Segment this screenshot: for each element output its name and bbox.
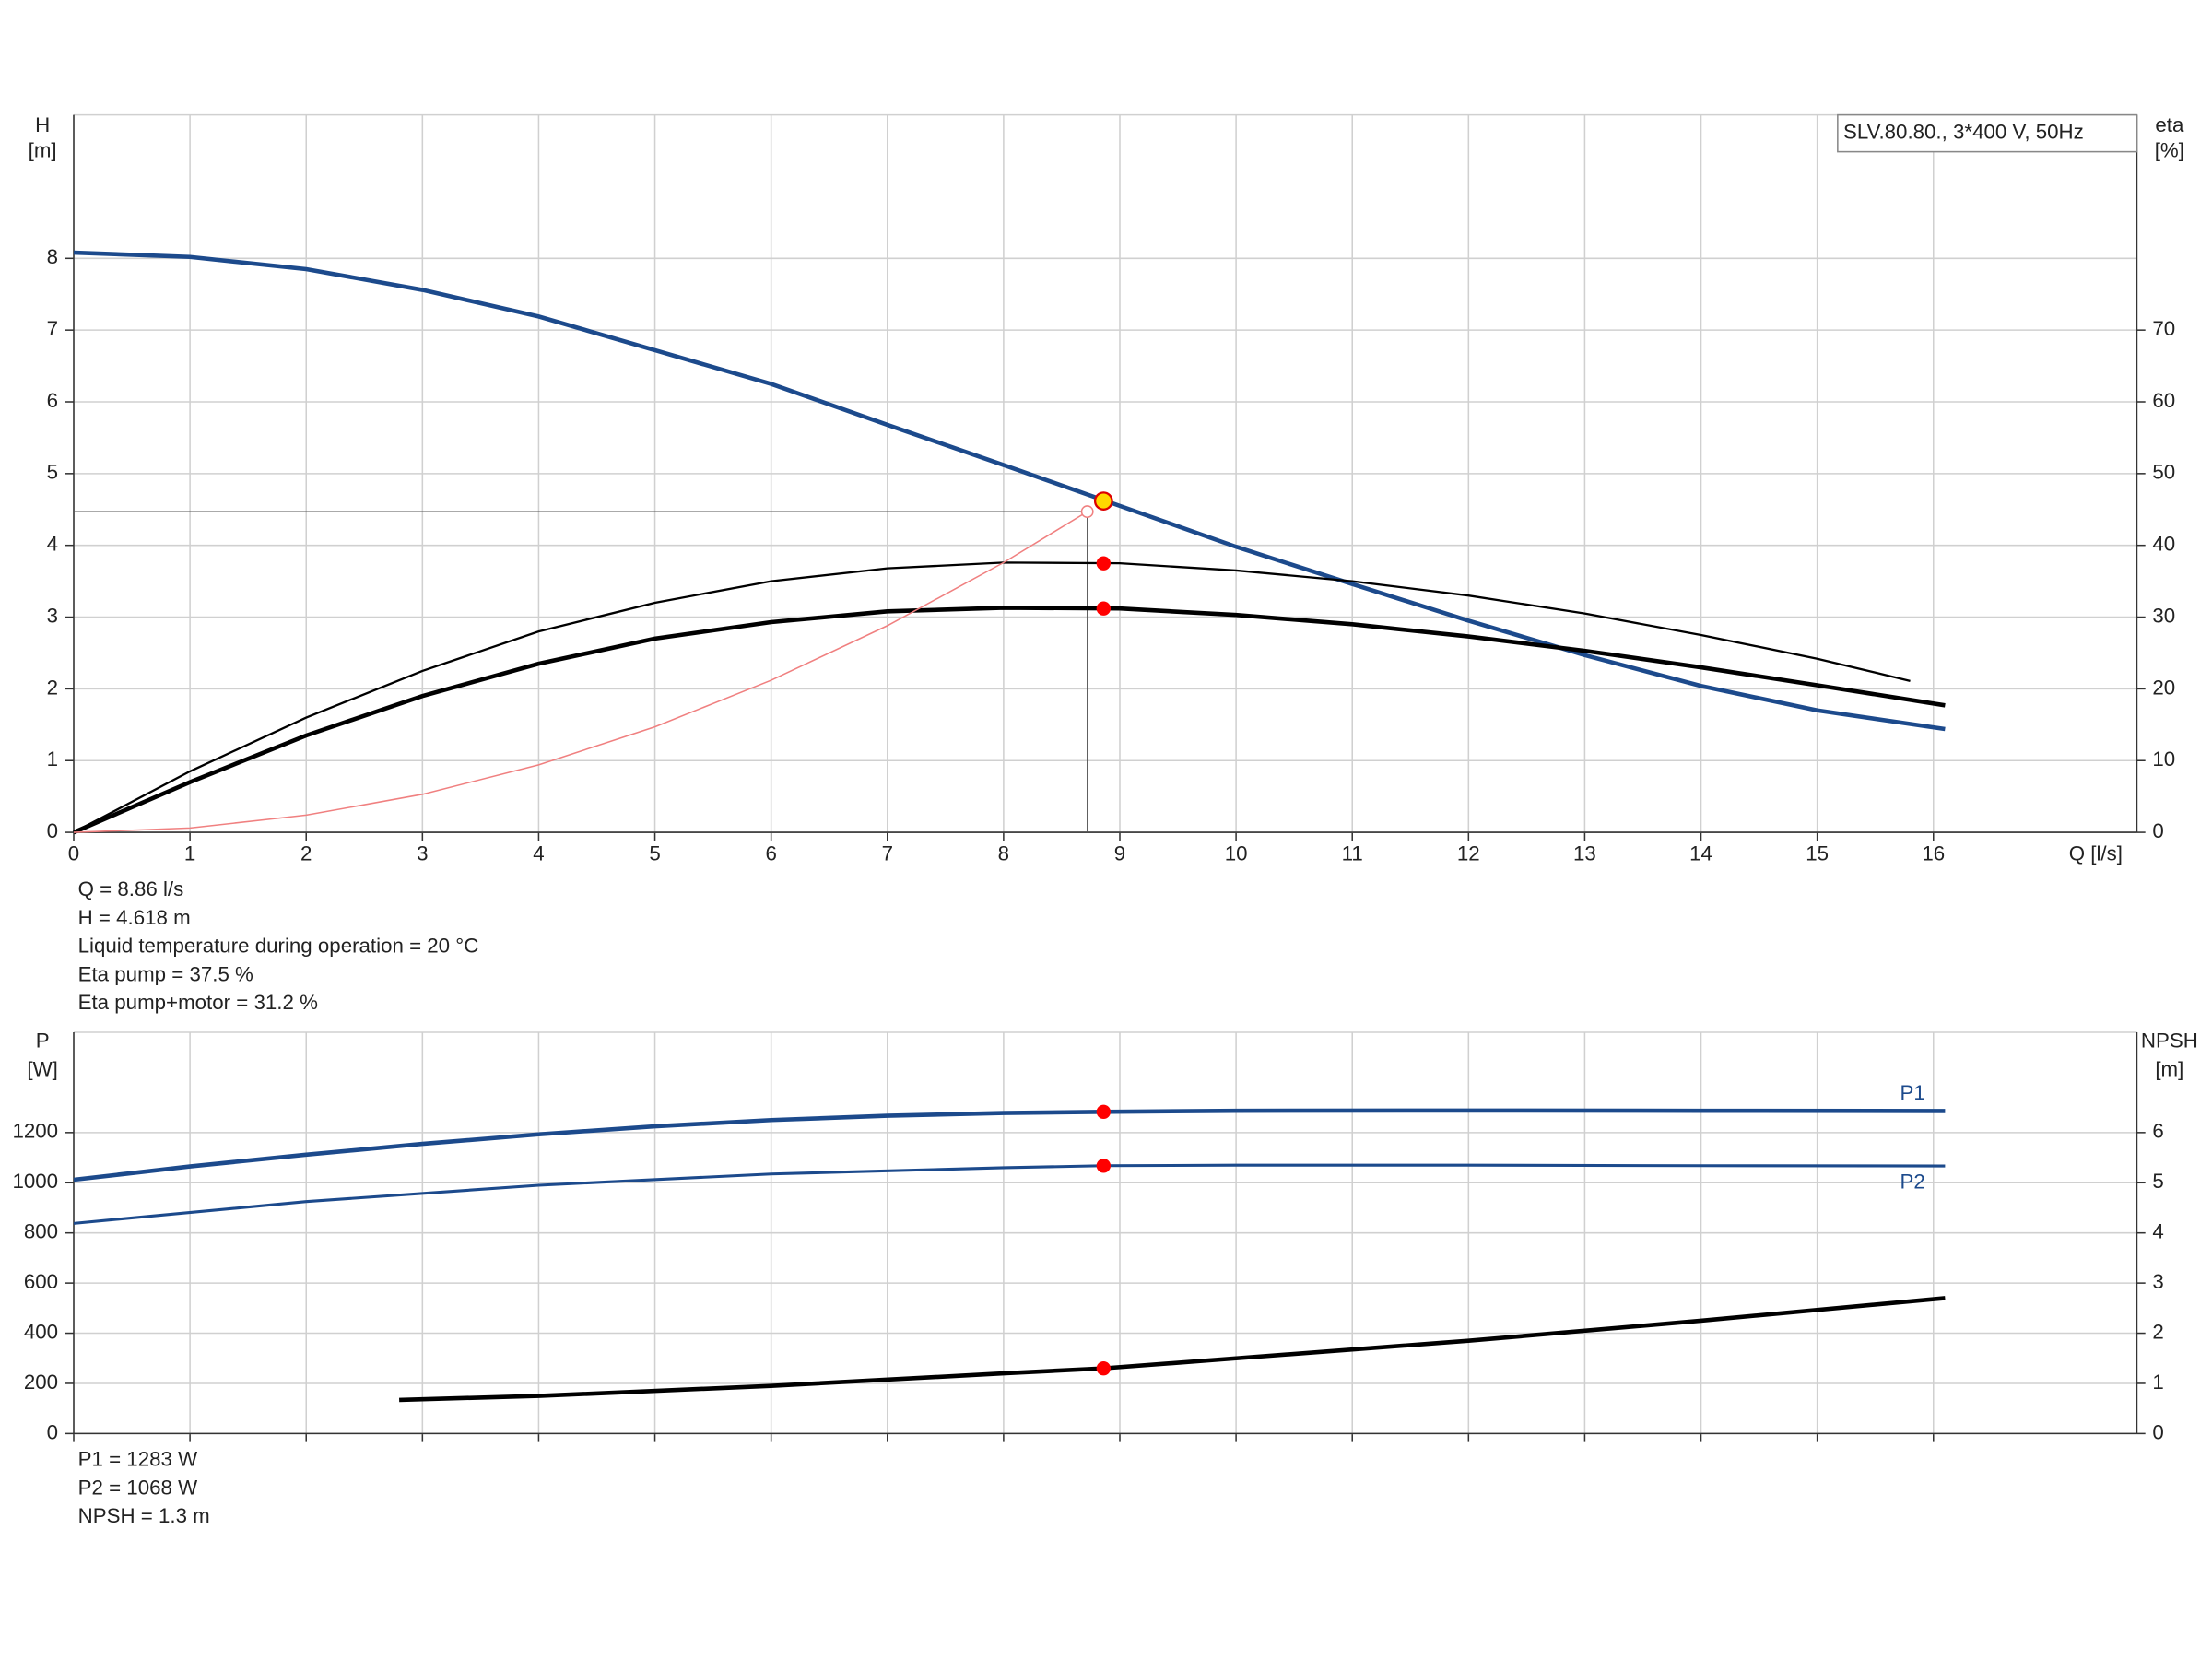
annotation: P2 = 1068 W: [78, 1476, 198, 1499]
series-label: P1: [1900, 1081, 1925, 1104]
y2-tick-label: 60: [2152, 389, 2175, 412]
series-label: P2: [1900, 1170, 1925, 1193]
legend-box: [1837, 113, 2138, 153]
y-tick-label: 600: [24, 1270, 58, 1293]
y-axis-label: [m]: [29, 139, 57, 162]
y2-axis-label: eta: [2155, 113, 2184, 136]
series-line: [73, 511, 1088, 833]
y2-tick-label: 1: [2152, 1371, 2163, 1394]
annotation: P1 = 1283 W: [78, 1448, 198, 1471]
x-tick-label: 12: [1457, 842, 1480, 865]
x-tick-label: 13: [1573, 842, 1596, 865]
y2-tick-label: 3: [2152, 1270, 2163, 1293]
x-tick-label: 0: [68, 842, 79, 865]
x-tick-label: 4: [533, 842, 544, 865]
y-tick-label: 8: [47, 245, 58, 268]
annotation: Q = 8.86 l/s: [78, 877, 184, 900]
duty-point: [1093, 491, 1113, 511]
duty-point: [1096, 556, 1112, 571]
duty-point: [1096, 601, 1112, 616]
y2-axis-label: NPSH: [2141, 1030, 2198, 1053]
duty-point: [1096, 1104, 1112, 1119]
x-tick-label: 1: [184, 842, 195, 865]
x-axis-label: Q [l/s]: [2069, 842, 2123, 865]
x-tick-label: 16: [1922, 842, 1945, 865]
y2-tick-label: 50: [2152, 461, 2175, 484]
x-tick-label: 2: [300, 842, 312, 865]
x-tick-label: 5: [649, 842, 660, 865]
y2-tick-label: 0: [2152, 1420, 2163, 1443]
y-tick-label: 3: [47, 604, 58, 627]
legend-text: SLV.80.80., 3*400 V, 50Hz: [1843, 121, 2084, 144]
duty-point: [1096, 1159, 1112, 1173]
y-tick-label: 800: [24, 1220, 58, 1243]
y-axis-label: H: [35, 113, 50, 136]
x-tick-label: 11: [1342, 842, 1363, 865]
annotation: NPSH = 1.3 m: [78, 1504, 210, 1527]
x-tick-label: 6: [765, 842, 776, 865]
reference-point: [1080, 505, 1094, 519]
x-tick-label: 7: [882, 842, 893, 865]
series-line: [73, 606, 1946, 835]
y-tick-label: 1200: [12, 1120, 58, 1143]
x-tick-label: 9: [1114, 842, 1125, 865]
y2-tick-label: 70: [2152, 317, 2175, 340]
y-tick-label: 200: [24, 1371, 58, 1394]
y-tick-label: 0: [47, 819, 58, 842]
annotation: H = 4.618 m: [78, 906, 191, 929]
y2-tick-label: 4: [2152, 1220, 2163, 1243]
y2-tick-label: 10: [2152, 747, 2175, 771]
y2-axis-label: [%]: [2155, 139, 2184, 162]
y2-tick-label: 30: [2152, 604, 2175, 627]
x-tick-label: 14: [1689, 842, 1712, 865]
y2-tick-label: 2: [2152, 1320, 2163, 1343]
x-tick-label: 3: [417, 842, 428, 865]
y-tick-label: 4: [47, 533, 58, 556]
y-axis-label: P: [36, 1030, 50, 1053]
y-tick-label: 2: [47, 676, 58, 699]
annotation: Liquid temperature during operation = 20…: [78, 935, 479, 958]
annotation: Eta pump+motor = 31.2 %: [78, 991, 318, 1014]
y2-tick-label: 40: [2152, 533, 2175, 556]
series-line: [73, 250, 1946, 732]
y2-tick-label: 20: [2152, 676, 2175, 699]
x-tick-label: 8: [998, 842, 1009, 865]
y-tick-label: 1: [47, 747, 58, 771]
x-tick-label: 10: [1225, 842, 1248, 865]
y-tick-label: 1000: [12, 1170, 58, 1193]
y-tick-label: 400: [24, 1320, 58, 1343]
y2-tick-label: 6: [2152, 1120, 2163, 1143]
y-tick-label: 7: [47, 317, 58, 340]
series-line: [73, 1108, 1946, 1182]
y-axis-label: [W]: [27, 1057, 57, 1080]
y2-tick-label: 5: [2152, 1170, 2163, 1193]
y-tick-label: 6: [47, 389, 58, 412]
y-tick-label: 0: [47, 1420, 58, 1443]
duty-point: [1096, 1360, 1112, 1376]
annotation: Eta pump = 37.5 %: [78, 962, 253, 985]
series-line: [73, 1163, 1946, 1225]
y2-axis-label: [m]: [2155, 1057, 2183, 1080]
y2-tick-label: 0: [2152, 819, 2163, 842]
y-tick-label: 5: [47, 461, 58, 484]
x-tick-label: 15: [1806, 842, 1829, 865]
